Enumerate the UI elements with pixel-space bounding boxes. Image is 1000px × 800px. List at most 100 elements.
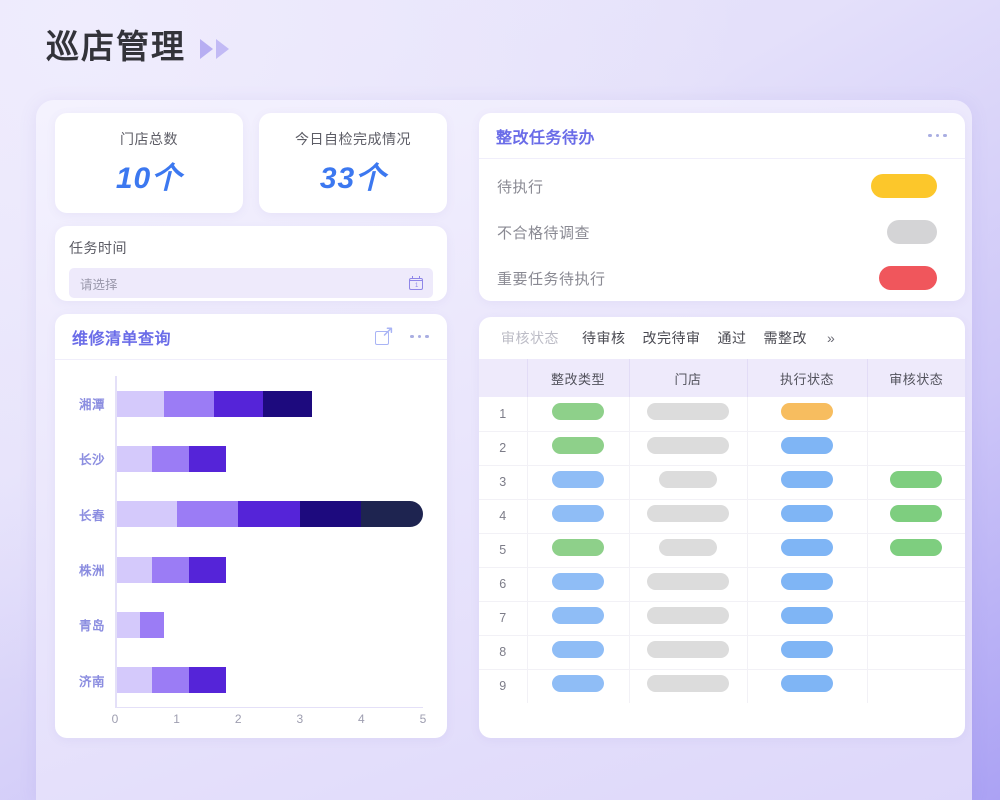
more-dots-icon[interactable] [410, 334, 429, 339]
bar-chart: 湘潭 长沙 长春 株洲 青岛 济南 0 1 2 3 4 5 [65, 376, 427, 734]
store-pill [647, 505, 729, 522]
fix-type-pill [552, 402, 604, 420]
row-index: 4 [499, 509, 507, 523]
dashboard-grid: 门店总数 10个 今日自检完成情况 33个 任务时间 请选择 1 [55, 113, 965, 738]
row-index: 5 [499, 543, 507, 557]
store-cell [629, 431, 748, 466]
fix-type-cell [527, 465, 630, 500]
table-row[interactable]: 2 [479, 431, 965, 466]
tab-fixed-pending[interactable]: 改完待审 [642, 330, 701, 346]
todo-row-label: 不合格待调查 [497, 224, 591, 242]
row-index: 8 [499, 645, 507, 659]
todo-row-status-pill [879, 266, 937, 290]
audit-status-cell [867, 397, 965, 432]
table-row[interactable]: 5 [479, 533, 965, 568]
chart-stacked-bar[interactable] [115, 445, 300, 472]
chart-bar-track [115, 653, 423, 708]
arrow-triangle-1 [200, 39, 213, 59]
fix-type-cell [527, 499, 630, 534]
table-row[interactable]: 3 [479, 465, 965, 500]
chart-stacked-bar[interactable] [115, 390, 361, 417]
chart-category-label: 青岛 [78, 619, 105, 634]
tab-needs-fix[interactable]: 需整改 [763, 330, 807, 346]
store-cell [629, 397, 748, 432]
export-arrow-glyph [383, 327, 393, 336]
todo-row[interactable]: 不合格待调查 [479, 209, 965, 255]
task-time-date-input[interactable]: 请选择 1 [69, 268, 433, 298]
exec-status-pill [781, 539, 833, 556]
fix-type-pill [552, 539, 604, 556]
chart-x-axis [115, 706, 423, 708]
chart-stacked-bar[interactable] [115, 501, 423, 528]
col-store: 门店 [629, 359, 748, 397]
table-row[interactable]: 9 [479, 669, 965, 703]
chart-bar-segment [115, 445, 152, 472]
exec-status-cell [747, 533, 868, 568]
kpi-card-store-total[interactable]: 门店总数 10个 [55, 113, 243, 213]
chart-bar-segment [139, 611, 165, 638]
chart-category-label: 湘潭 [78, 398, 105, 413]
chart-stacked-bar[interactable] [115, 556, 300, 583]
chart-bar-track [115, 542, 423, 597]
chart-stacked-bar[interactable] [115, 667, 300, 694]
export-icon[interactable] [375, 327, 393, 345]
chart-category-label: 济南 [78, 674, 105, 689]
store-pill [659, 471, 717, 488]
table-row[interactable]: 8 [479, 635, 965, 670]
exec-status-pill [781, 402, 833, 420]
kpi-card-self-check-today[interactable]: 今日自检完成情况 33个 [259, 113, 447, 213]
chart-bar-segment [188, 445, 226, 472]
table-row[interactable]: 6 [479, 567, 965, 602]
calendar-icon[interactable]: 1 [409, 276, 423, 290]
exec-status-pill [781, 641, 833, 658]
more-dots-icon[interactable] [928, 133, 947, 138]
tab-bar-label: 审核状态 [501, 330, 559, 346]
row-index-cell: 6 [479, 567, 528, 602]
audit-status-pill [890, 539, 943, 556]
todo-row-label: 待执行 [497, 178, 544, 196]
chart-bar-segment [262, 390, 313, 417]
kpi-value: 10个 [115, 162, 183, 195]
table-row[interactable]: 4 [479, 499, 965, 534]
chart-bar-segment [299, 501, 362, 528]
store-cell [629, 669, 748, 703]
store-pill [659, 539, 717, 556]
audit-status-cell [867, 533, 965, 568]
chart-x-ticks: 0 1 2 3 4 5 [112, 712, 427, 732]
row-index-cell: 3 [479, 465, 528, 500]
chart-bar-segment [115, 390, 165, 417]
audit-status-cell [867, 465, 965, 500]
chart-bar-segment [176, 501, 239, 528]
tab-passed[interactable]: 通过 [717, 330, 747, 346]
chart-bar-segment [164, 390, 214, 417]
todo-row-status-pill [887, 220, 937, 244]
todo-row[interactable]: 待执行 [479, 163, 965, 209]
task-time-label: 任务时间 [69, 240, 127, 256]
todo-card-header: 整改任务待办 [479, 113, 965, 159]
chart-stacked-bar[interactable] [115, 611, 238, 638]
table-row[interactable]: 1 [479, 397, 965, 432]
arrow-triangle-2 [216, 39, 229, 59]
todo-row[interactable]: 重要任务待执行 [479, 255, 965, 301]
store-cell [629, 465, 748, 500]
tab-pending-audit[interactable]: 待审核 [582, 330, 626, 346]
chart-x-tick-label: 2 [234, 712, 242, 726]
chart-bar-segment [188, 556, 226, 583]
exec-status-cell [747, 397, 868, 432]
row-index-cell: 4 [479, 499, 528, 534]
store-cell [629, 601, 748, 636]
col-index [479, 359, 528, 397]
audit-status-cell [867, 431, 965, 466]
col-exec-status: 执行状态 [747, 359, 868, 397]
table-row[interactable]: 7 [479, 601, 965, 636]
store-pill [647, 573, 729, 590]
chart-bar-row: 长春 [65, 487, 423, 542]
kpi-row: 门店总数 10个 今日自检完成情况 33个 [55, 113, 447, 213]
exec-status-cell [747, 499, 868, 534]
chart-category-label: 株洲 [78, 564, 105, 579]
chart-category-label: 长春 [78, 508, 105, 523]
row-index-cell: 9 [479, 669, 528, 703]
chart-card-title: 维修清单查询 [72, 330, 172, 348]
left-column: 门店总数 10个 今日自检完成情况 33个 任务时间 请选择 1 [55, 113, 447, 738]
tab-overflow-icon[interactable]: » [827, 330, 835, 346]
